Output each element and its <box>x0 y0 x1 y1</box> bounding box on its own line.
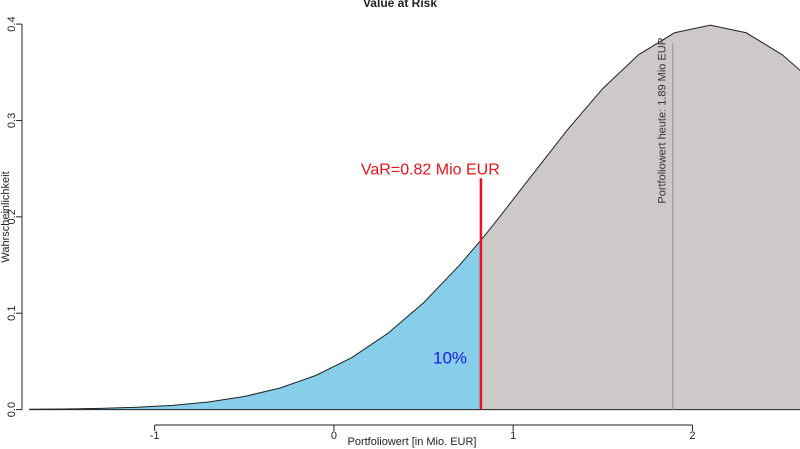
x-tick-label: 0 <box>331 430 337 442</box>
chart-title: Value at Risk <box>363 0 437 10</box>
var-label: VaR=0.82 Mio EUR <box>361 162 500 179</box>
tail-label: 10% <box>433 348 467 367</box>
y-tick-label: 0.0 <box>6 402 18 417</box>
y-tick-label: 0.1 <box>6 306 18 321</box>
density-curve <box>29 24 800 410</box>
tail-area <box>29 240 481 410</box>
rest-area <box>480 25 800 410</box>
y-tick-label: 0.3 <box>6 113 18 128</box>
x-tick-label: 1 <box>510 430 516 442</box>
x-tick-label: -1 <box>150 430 160 442</box>
y-tick-label: 0.4 <box>6 16 18 31</box>
x-tick-label: 2 <box>689 430 695 442</box>
portfolio-label: Portfoliowert heute: 1.89 Mio EUR <box>657 37 669 203</box>
y-axis-label: Wahrscheinlichkeit <box>0 171 12 262</box>
y-tick-label: 0.2 <box>6 209 18 224</box>
x-axis-label: Portfoliowert [in Mio. EUR] <box>348 436 477 448</box>
